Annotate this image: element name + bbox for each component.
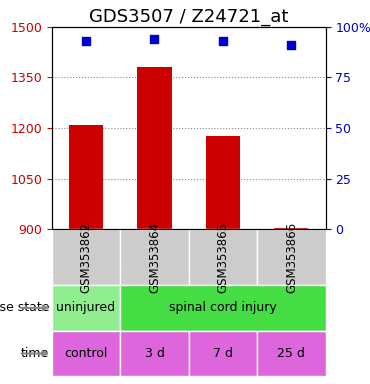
Bar	[137, 67, 172, 229]
Text: GSM353864: GSM353864	[148, 222, 161, 293]
Point	[289, 42, 295, 48]
FancyBboxPatch shape	[52, 285, 120, 331]
Point	[83, 38, 89, 44]
Text: spinal cord injury: spinal cord injury	[169, 301, 277, 314]
FancyBboxPatch shape	[120, 331, 189, 376]
Text: GSM353862: GSM353862	[80, 222, 92, 293]
FancyBboxPatch shape	[120, 229, 189, 285]
Text: 25 d: 25 d	[278, 347, 305, 360]
FancyBboxPatch shape	[52, 229, 120, 285]
Bar	[69, 125, 103, 229]
Point	[220, 38, 226, 44]
Text: time: time	[21, 347, 49, 360]
Text: GSM353866: GSM353866	[285, 222, 298, 293]
Text: 7 d: 7 d	[213, 347, 233, 360]
Text: uninjured: uninjured	[57, 301, 115, 314]
Bar	[206, 136, 240, 229]
Point	[152, 36, 158, 42]
FancyBboxPatch shape	[189, 229, 257, 285]
Text: GSM353865: GSM353865	[216, 222, 229, 293]
Text: control: control	[64, 347, 108, 360]
Title: GDS3507 / Z24721_at: GDS3507 / Z24721_at	[89, 8, 288, 26]
FancyBboxPatch shape	[257, 331, 326, 376]
FancyBboxPatch shape	[52, 331, 120, 376]
Bar	[274, 227, 309, 229]
FancyBboxPatch shape	[257, 229, 326, 285]
Text: 3 d: 3 d	[145, 347, 164, 360]
FancyBboxPatch shape	[189, 331, 257, 376]
Text: disease state: disease state	[0, 301, 49, 314]
FancyBboxPatch shape	[120, 285, 326, 331]
